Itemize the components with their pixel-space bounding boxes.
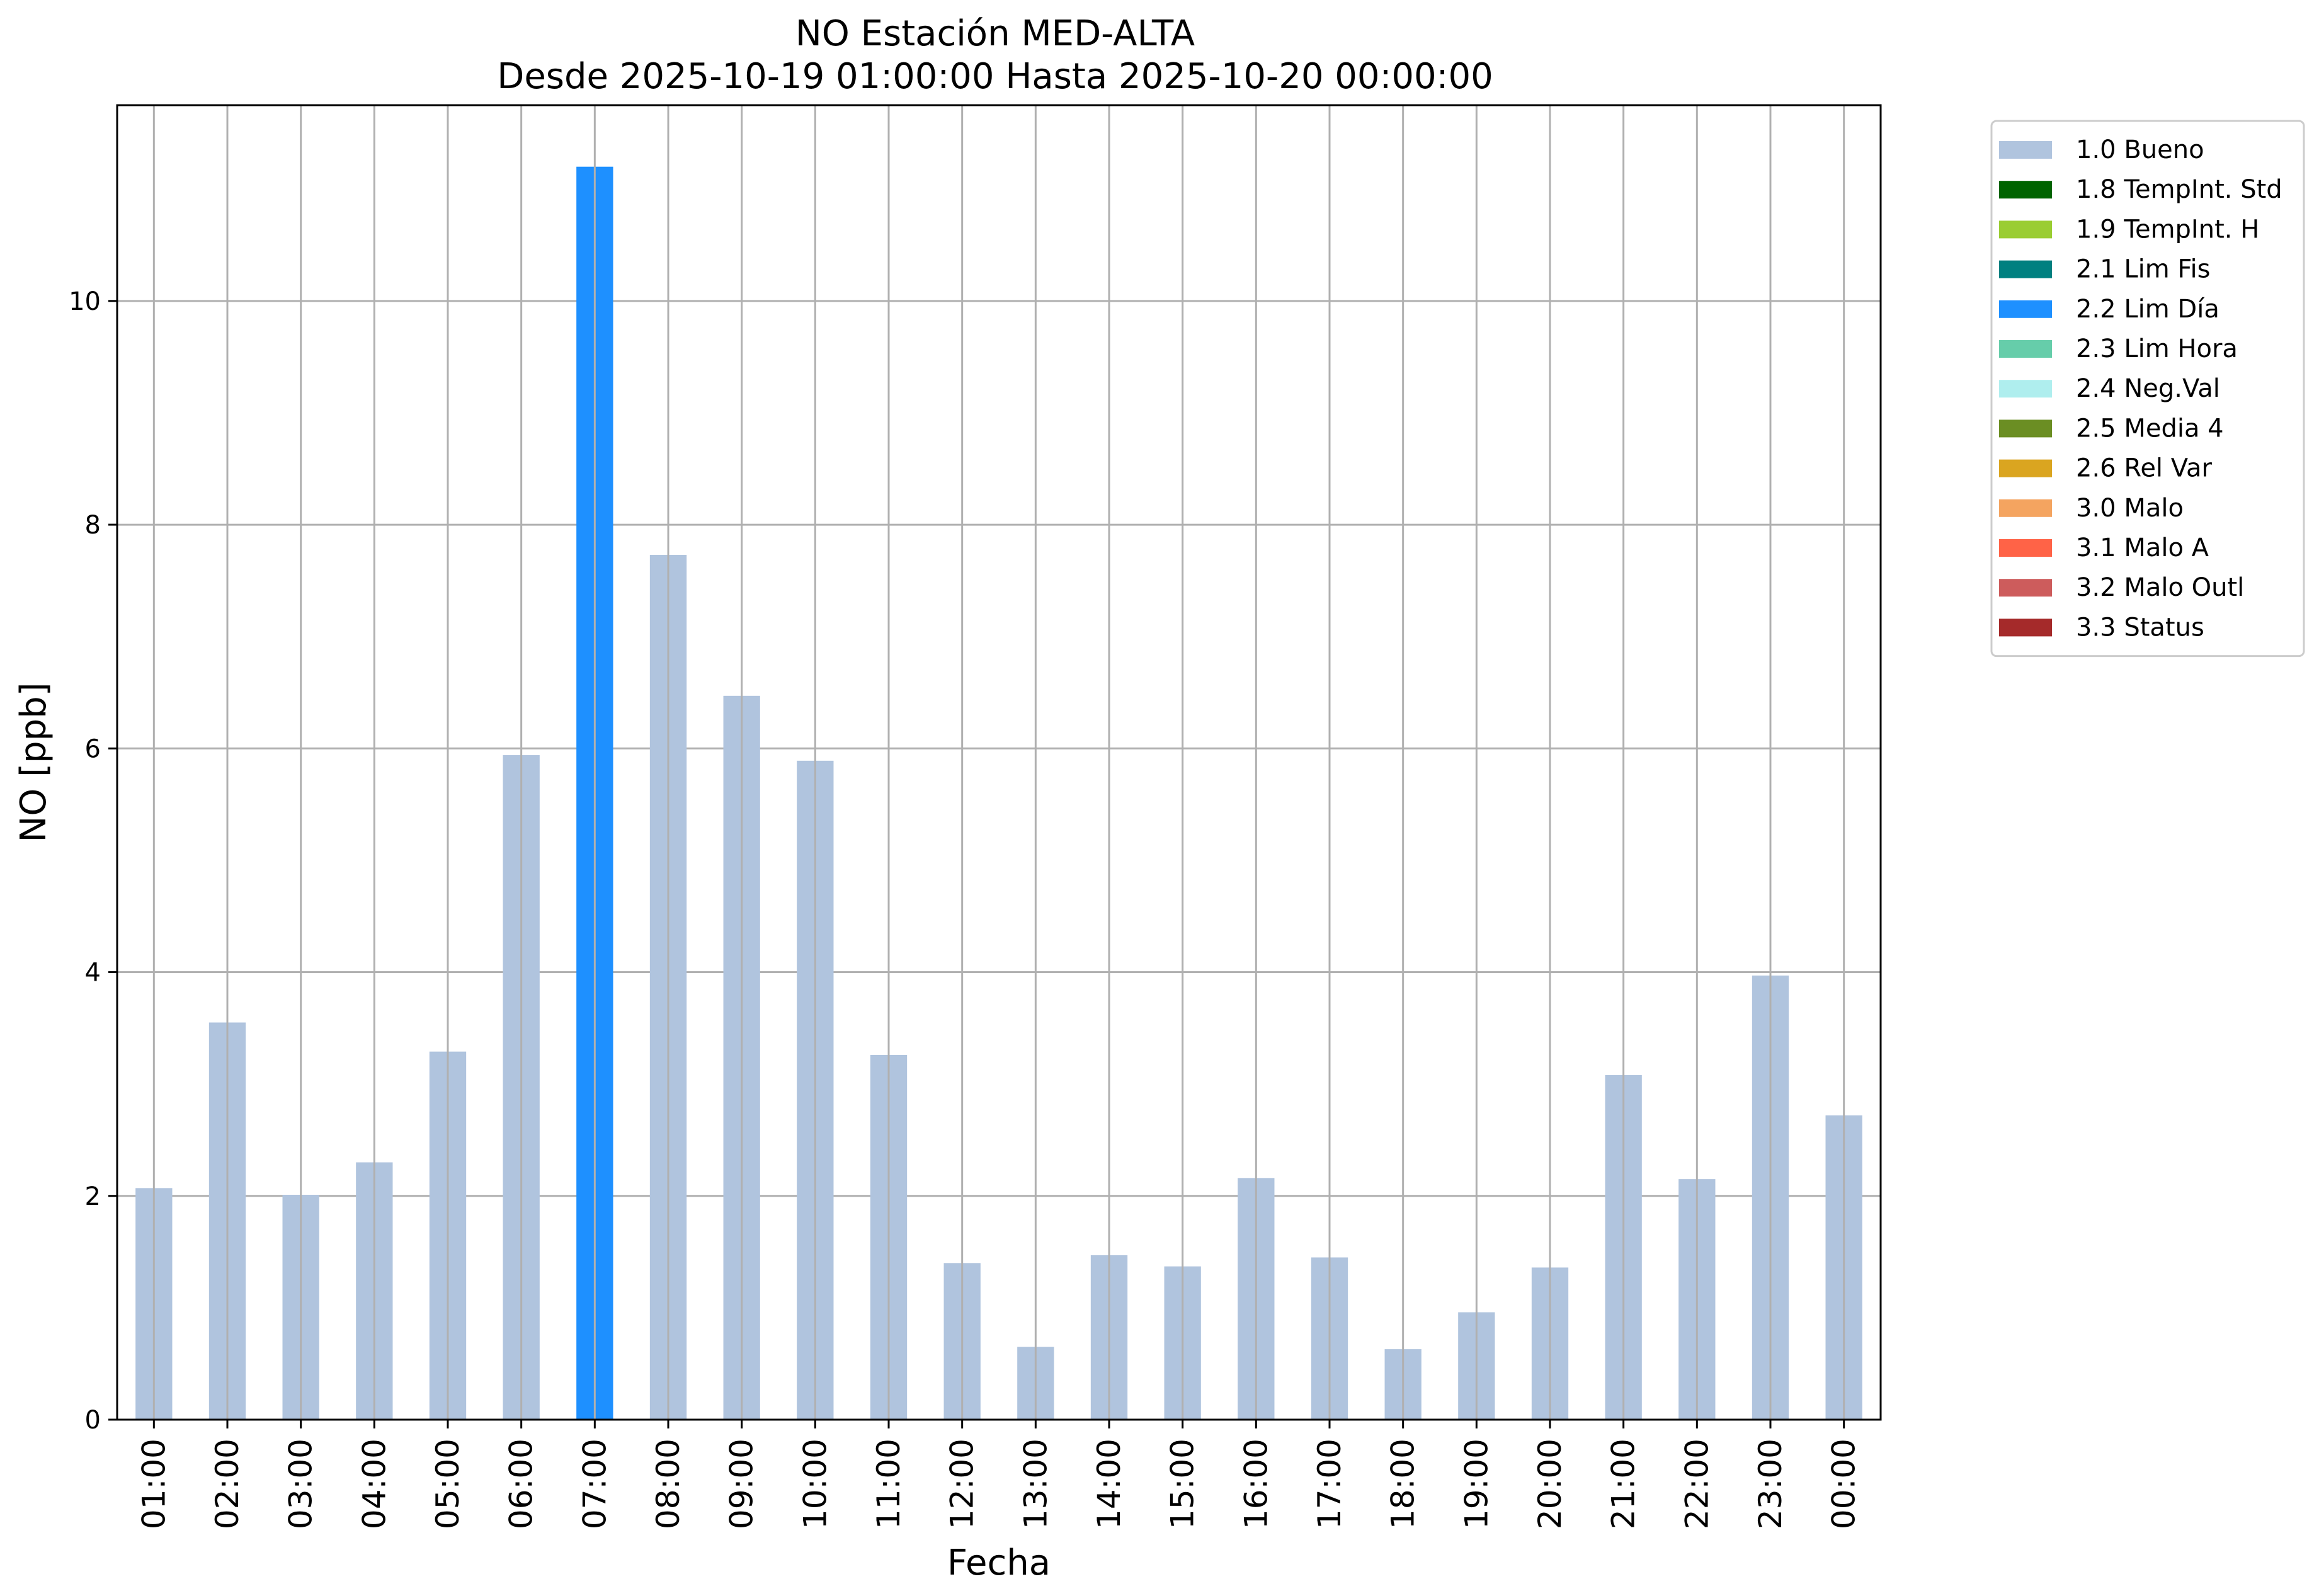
legend-swatch bbox=[1999, 499, 2052, 517]
legend-label: 2.2 Lim Día bbox=[2076, 295, 2219, 324]
legend-swatch bbox=[1999, 260, 2052, 278]
plot-area-frame bbox=[116, 104, 1882, 1421]
x-tick-label: 09:00 bbox=[724, 1439, 760, 1529]
legend-label: 2.3 Lim Hora bbox=[2076, 334, 2238, 363]
y-axis-ticks: 0 2 4 6 8 10 bbox=[69, 287, 117, 1435]
vertical-grid-lines bbox=[152, 105, 1845, 1420]
y-tick-label: 10 bbox=[69, 287, 101, 316]
legend-label: 3.3 Status bbox=[2076, 613, 2204, 642]
chart-subtitle: Desde 2025-10-19 01:00:00 Hasta 2025-10-… bbox=[497, 56, 1493, 97]
x-tick-label: 10:00 bbox=[797, 1439, 833, 1529]
legend-swatch bbox=[1999, 579, 2052, 597]
x-tick-label: 01:00 bbox=[135, 1439, 172, 1529]
x-tick-label: 07:00 bbox=[576, 1439, 613, 1529]
x-tick-label: 08:00 bbox=[650, 1439, 687, 1529]
legend-swatch bbox=[1999, 419, 2052, 438]
x-tick-label: 23:00 bbox=[1752, 1439, 1789, 1529]
legend-label: 3.0 Malo bbox=[2076, 494, 2184, 523]
x-tick-label: 02:00 bbox=[209, 1439, 246, 1529]
legend: 1.0 Bueno 1.8 TempInt. Std 1.9 TempInt. H 2… bbox=[1990, 120, 2305, 658]
legend-label: 1.0 Bueno bbox=[2076, 135, 2204, 164]
legend-label: 1.8 TempInt. Std bbox=[2076, 175, 2282, 204]
legend-swatch bbox=[1999, 380, 2052, 398]
legend-label: 3.1 Malo A bbox=[2076, 533, 2209, 562]
legend-swatch bbox=[1999, 300, 2052, 318]
x-tick-label: 16:00 bbox=[1238, 1439, 1274, 1529]
x-tick-label: 13:00 bbox=[1017, 1439, 1054, 1529]
legend-label: 2.5 Media 4 bbox=[2076, 414, 2224, 443]
legend-label: 2.6 Rel Var bbox=[2076, 454, 2213, 483]
legend-label: 2.4 Neg.Val bbox=[2076, 374, 2220, 403]
legend-swatch bbox=[1999, 539, 2052, 557]
y-tick-label: 2 bbox=[85, 1182, 101, 1211]
legend-frame bbox=[1990, 120, 2305, 658]
legend-swatch bbox=[1999, 181, 2052, 199]
x-tick-label: 12:00 bbox=[944, 1439, 981, 1529]
x-tick-label: 21:00 bbox=[1605, 1439, 1642, 1529]
chart-title: NO Estación MED-ALTA bbox=[795, 13, 1195, 54]
x-tick-label: 00:00 bbox=[1826, 1439, 1862, 1529]
x-tick-label: 06:00 bbox=[503, 1439, 540, 1529]
legend-swatch bbox=[1999, 141, 2052, 159]
x-tick-label: 15:00 bbox=[1165, 1439, 1201, 1529]
x-tick-label: 05:00 bbox=[430, 1439, 466, 1529]
y-tick-label: 0 bbox=[85, 1406, 101, 1435]
x-tick-label: 14:00 bbox=[1091, 1439, 1127, 1529]
y-axis-label: NO [ppb] bbox=[13, 682, 54, 842]
x-tick-label: 17:00 bbox=[1311, 1439, 1348, 1529]
x-tick-label: 20:00 bbox=[1532, 1439, 1568, 1529]
x-tick-label: 22:00 bbox=[1678, 1439, 1715, 1529]
x-tick-label: 19:00 bbox=[1458, 1439, 1495, 1529]
legend-swatch bbox=[1999, 618, 2052, 637]
legend-swatch bbox=[1999, 220, 2052, 239]
x-tick-label: 03:00 bbox=[283, 1439, 319, 1529]
legend-label: 1.9 TempInt. H bbox=[2076, 215, 2259, 244]
y-tick-label: 6 bbox=[85, 734, 101, 763]
legend-label: 2.1 Lim Fis bbox=[2076, 255, 2210, 284]
x-tick-label: 18:00 bbox=[1385, 1439, 1422, 1529]
x-tick-label: 04:00 bbox=[356, 1439, 392, 1529]
x-tick-label: 11:00 bbox=[870, 1439, 907, 1529]
x-axis-label: Fecha bbox=[947, 1542, 1051, 1583]
legend-label: 3.2 Malo Outl bbox=[2076, 573, 2244, 602]
x-axis-ticks: 01:00 02:00 03:00 04:00 05:00 06:00 07:00 08:00… bbox=[135, 1420, 1862, 1529]
y-tick-label: 8 bbox=[85, 511, 101, 540]
legend-swatch bbox=[1999, 459, 2052, 477]
y-tick-label: 4 bbox=[85, 959, 101, 988]
legend-swatch bbox=[1999, 340, 2052, 358]
